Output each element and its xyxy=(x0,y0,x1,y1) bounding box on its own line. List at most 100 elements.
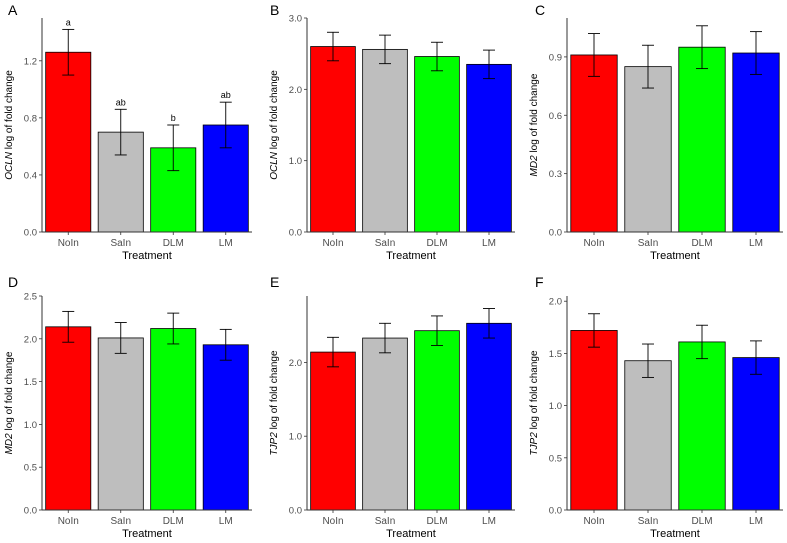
x-tick-label: NoIn xyxy=(58,516,79,527)
error-bar xyxy=(219,328,232,361)
error-bar xyxy=(327,31,339,62)
error-bar xyxy=(642,343,654,378)
y-tick-label: 0.5 xyxy=(549,453,562,464)
y-tick-label: 0.3 xyxy=(549,169,562,180)
error-bar xyxy=(750,340,762,375)
x-tick-label: LM xyxy=(749,238,763,249)
error-bar xyxy=(588,33,600,77)
y-axis-gene: MD2 xyxy=(4,433,15,455)
y-tick-label: 3.0 xyxy=(289,14,302,25)
bar-sain xyxy=(624,66,672,233)
x-tick-label: DLM xyxy=(163,516,184,527)
bar-lm xyxy=(466,63,512,233)
y-tick-label: 0.0 xyxy=(289,228,302,239)
x-tick-label: LM xyxy=(219,238,233,249)
bar-dlm xyxy=(678,341,726,511)
y-tick-label: 0.8 xyxy=(24,113,37,124)
error-bar xyxy=(167,124,180,172)
x-tick-label: SaIn xyxy=(375,238,396,249)
y-tick-label: 1.5 xyxy=(549,349,562,360)
y-axis-gene: TJP2 xyxy=(529,432,540,456)
bar-sain xyxy=(624,360,672,511)
y-axis-gene: OCLN xyxy=(4,151,15,180)
x-tick-label: SaIn xyxy=(110,238,131,249)
error-bar xyxy=(219,101,232,149)
y-tick-label: 2.0 xyxy=(24,334,37,345)
error-bar xyxy=(62,310,75,343)
panel-a: Aa NoIn ab SaIn b DLM ab LM 0.0 0.4 0.8 1.2 Treatmen… xyxy=(4,2,252,262)
bar-noin xyxy=(310,351,356,511)
x-tick-label: DLM xyxy=(426,238,447,249)
panel-label: A xyxy=(8,2,18,18)
y-tick-label: 2.0 xyxy=(289,85,302,96)
y-tick-label: 2.0 xyxy=(289,358,302,369)
y-axis-title: TJP2 log of fold change xyxy=(529,350,540,456)
x-tick-label: SaIn xyxy=(110,516,131,527)
bar-sain xyxy=(362,48,408,233)
panel-label: D xyxy=(8,274,18,290)
x-tick-label: DLM xyxy=(691,516,712,527)
panel-d: D NoIn SaIn DLM LM 0.0 0.5 1.0 1.5 2.0 2.5 Treatmen… xyxy=(4,274,252,540)
y-tick-label: 0.5 xyxy=(24,463,37,474)
y-tick-label: 0.0 xyxy=(24,506,37,517)
error-bar xyxy=(431,41,443,72)
bar-sain xyxy=(362,337,408,511)
y-axis-gene: TJP2 xyxy=(269,432,280,456)
y-axis-unit: log of fold change xyxy=(4,351,15,433)
x-axis-title: Treatment xyxy=(122,528,172,540)
error-bar xyxy=(327,336,339,368)
error-bar xyxy=(696,25,708,70)
x-tick-label: LM xyxy=(482,516,496,527)
panel-label: E xyxy=(270,274,279,290)
bar-dlm xyxy=(150,328,197,511)
x-tick-label: DLM xyxy=(691,238,712,249)
y-tick-label: 0.4 xyxy=(24,170,37,181)
x-tick-label: NoIn xyxy=(583,516,604,527)
y-tick-label: 1.0 xyxy=(289,432,302,443)
y-tick-label: 0.6 xyxy=(549,111,562,122)
bar-noin xyxy=(45,326,92,511)
bar-lm xyxy=(732,357,780,511)
y-axis-unit: log of fold change xyxy=(269,350,280,432)
significance-letter: ab xyxy=(116,97,126,107)
significance-letter: b xyxy=(171,113,176,123)
error-bar xyxy=(379,34,391,65)
x-tick-label: SaIn xyxy=(638,516,659,527)
x-tick-label: NoIn xyxy=(322,516,343,527)
y-axis-title: MD2 log of fold change xyxy=(4,351,15,454)
y-tick-label: 0.0 xyxy=(549,228,562,239)
bar-lm xyxy=(466,322,512,511)
y-tick-label: 1.0 xyxy=(549,401,562,412)
y-tick-label: 0.0 xyxy=(289,506,302,517)
bar-noin xyxy=(570,330,618,511)
y-axis-unit: log of fold change xyxy=(529,350,540,432)
error-bar xyxy=(750,31,762,75)
y-tick-label: 1.2 xyxy=(24,56,37,67)
panel-e: E NoIn SaIn DLM LM 0.0 1.0 2.0 Treatment TJP2 log… xyxy=(269,274,515,540)
y-tick-label: 0.9 xyxy=(549,52,562,63)
x-tick-label: SaIn xyxy=(375,516,396,527)
y-tick-label: 0.0 xyxy=(24,228,37,239)
y-tick-label: 1.5 xyxy=(24,377,37,388)
x-tick-label: LM xyxy=(749,516,763,527)
error-bar xyxy=(588,313,600,348)
x-tick-label: DLM xyxy=(163,238,184,249)
panel-label: C xyxy=(535,2,545,18)
error-bar xyxy=(167,312,180,345)
x-tick-label: NoIn xyxy=(583,238,604,249)
error-bar xyxy=(431,315,443,346)
x-tick-label: LM xyxy=(219,516,233,527)
y-axis-title: OCLN log of fold change xyxy=(269,70,280,180)
bar-noin xyxy=(570,54,618,233)
x-axis-title: Treatment xyxy=(650,250,700,262)
y-axis-gene: OCLN xyxy=(269,151,280,180)
x-tick-label: NoIn xyxy=(58,238,79,249)
panel-label: F xyxy=(535,274,544,290)
y-tick-label: 2.5 xyxy=(24,292,37,303)
x-tick-label: DLM xyxy=(426,516,447,527)
y-axis-title: OCLN log of fold change xyxy=(4,70,15,180)
error-bar xyxy=(483,49,495,80)
x-tick-label: LM xyxy=(482,238,496,249)
y-axis-unit: log of fold change xyxy=(4,70,15,152)
